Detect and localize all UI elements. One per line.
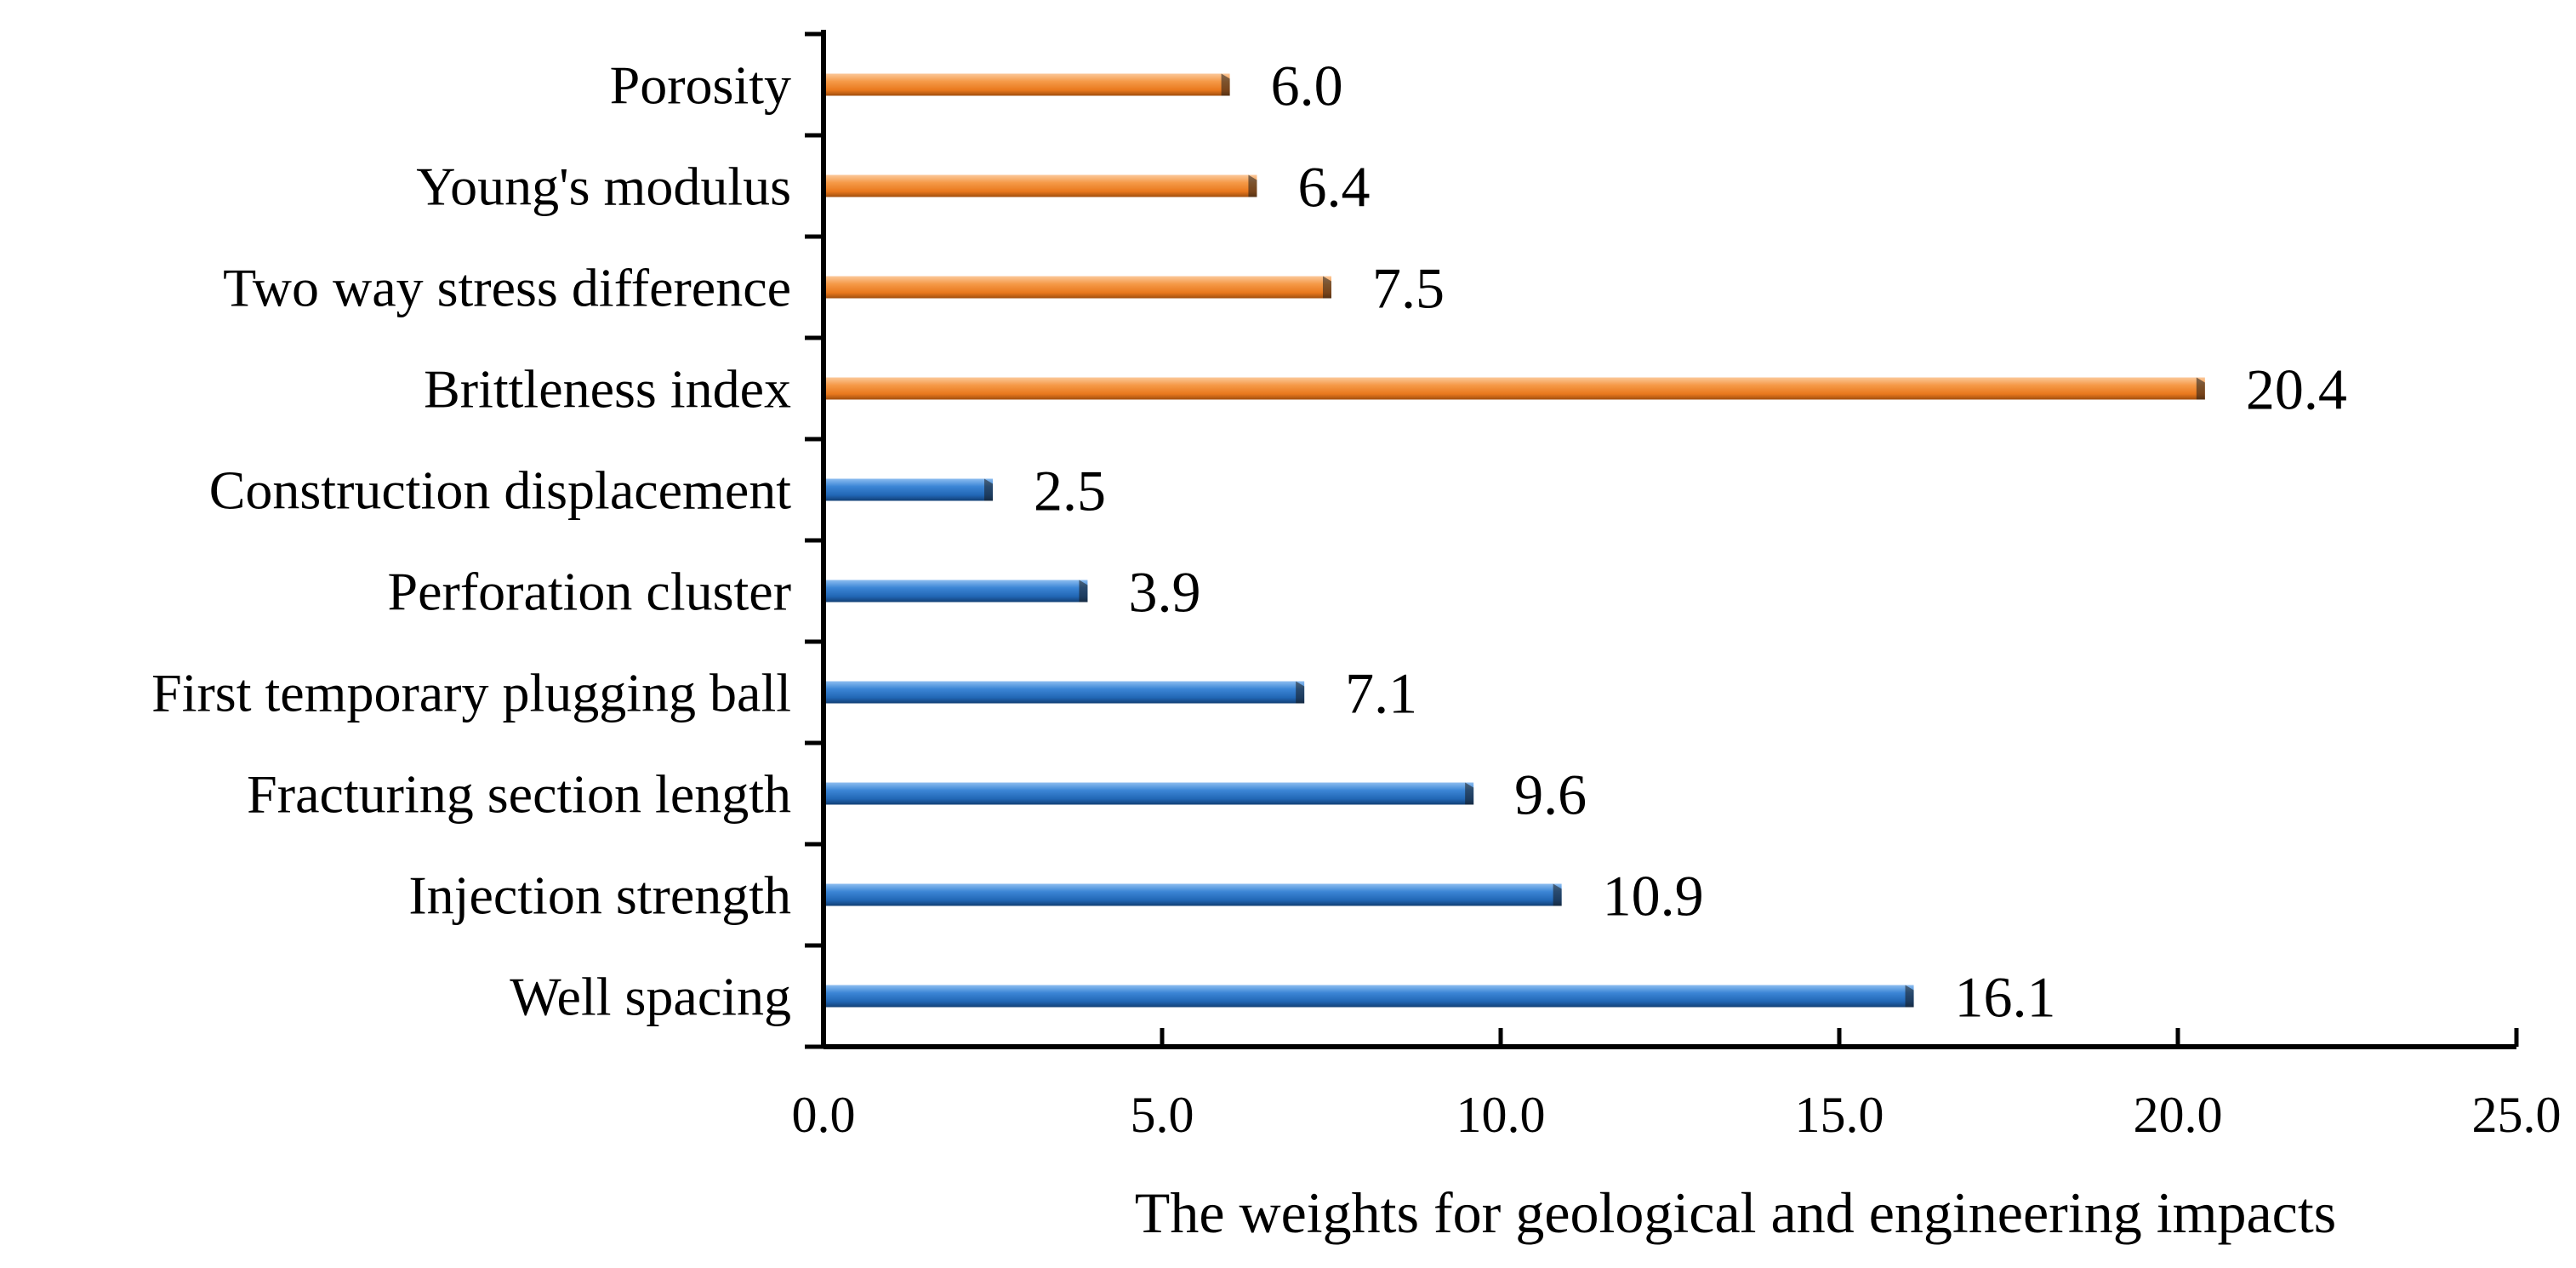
- category-label-perforation-cluster: Perforation cluster: [388, 562, 792, 622]
- category-label-young-s-modulus: Young's modulus: [416, 157, 791, 217]
- value-label-porosity: 6.0: [1271, 54, 1343, 118]
- category-label-well-spacing: Well spacing: [510, 967, 791, 1027]
- bar-end-cap-young-s-modulus: [1248, 174, 1257, 197]
- bar-fracturing-section-length: [824, 782, 1474, 805]
- category-label-two-way-stress-difference: Two way stress difference: [223, 258, 791, 318]
- x-axis-title: The weights for geological and engineeri…: [1135, 1180, 2336, 1245]
- category-label-first-temporary-plugging-ball: First temporary plugging ball: [151, 663, 791, 723]
- value-label-well-spacing: 16.1: [1955, 965, 2056, 1030]
- x-tick-label: 20.0: [2134, 1087, 2223, 1143]
- bar-young-s-modulus: [824, 174, 1257, 197]
- bar-brittleness-index: [824, 377, 2205, 400]
- bar-end-cap-brittleness-index: [2196, 377, 2205, 400]
- category-label-brittleness-index: Brittleness index: [424, 359, 791, 420]
- bar-end-cap-construction-displacement: [984, 478, 993, 501]
- value-label-perforation-cluster: 3.9: [1128, 560, 1200, 625]
- bar-end-cap-two-way-stress-difference: [1323, 276, 1331, 299]
- bar-end-cap-fracturing-section-length: [1465, 782, 1474, 805]
- bar-first-temporary-plugging-ball: [824, 681, 1305, 704]
- x-tick-label: 5.0: [1131, 1087, 1194, 1143]
- value-label-construction-displacement: 2.5: [1034, 459, 1106, 523]
- category-label-porosity: Porosity: [610, 55, 791, 116]
- x-tick-label: 15.0: [1795, 1087, 1884, 1143]
- bar-perforation-cluster: [824, 580, 1088, 603]
- x-tick-label: 25.0: [2472, 1087, 2562, 1143]
- x-tick-label: 0.0: [792, 1087, 856, 1143]
- x-tick-label: 10.0: [1456, 1087, 1546, 1143]
- bar-two-way-stress-difference: [824, 276, 1331, 299]
- value-label-young-s-modulus: 6.4: [1297, 155, 1370, 220]
- category-label-fracturing-section-length: Fracturing section length: [247, 764, 791, 825]
- bar-end-cap-perforation-cluster: [1079, 580, 1088, 603]
- bar-end-cap-porosity: [1221, 73, 1230, 96]
- category-label-construction-displacement: Construction displacement: [209, 460, 792, 521]
- category-label-injection-strength: Injection strength: [408, 865, 791, 926]
- value-label-two-way-stress-difference: 7.5: [1372, 256, 1445, 321]
- bar-construction-displacement: [824, 478, 993, 501]
- bar-end-cap-first-temporary-plugging-ball: [1296, 681, 1305, 704]
- bar-end-cap-injection-strength: [1553, 883, 1562, 906]
- value-label-fracturing-section-length: 9.6: [1514, 763, 1587, 827]
- value-label-brittleness-index: 20.4: [2246, 357, 2347, 422]
- value-label-first-temporary-plugging-ball: 7.1: [1345, 661, 1417, 726]
- bar-well-spacing: [824, 985, 1914, 1008]
- value-label-injection-strength: 10.9: [1603, 864, 1704, 928]
- bar-injection-strength: [824, 883, 1562, 906]
- bar-porosity: [824, 73, 1230, 96]
- bar-end-cap-well-spacing: [1905, 985, 1914, 1008]
